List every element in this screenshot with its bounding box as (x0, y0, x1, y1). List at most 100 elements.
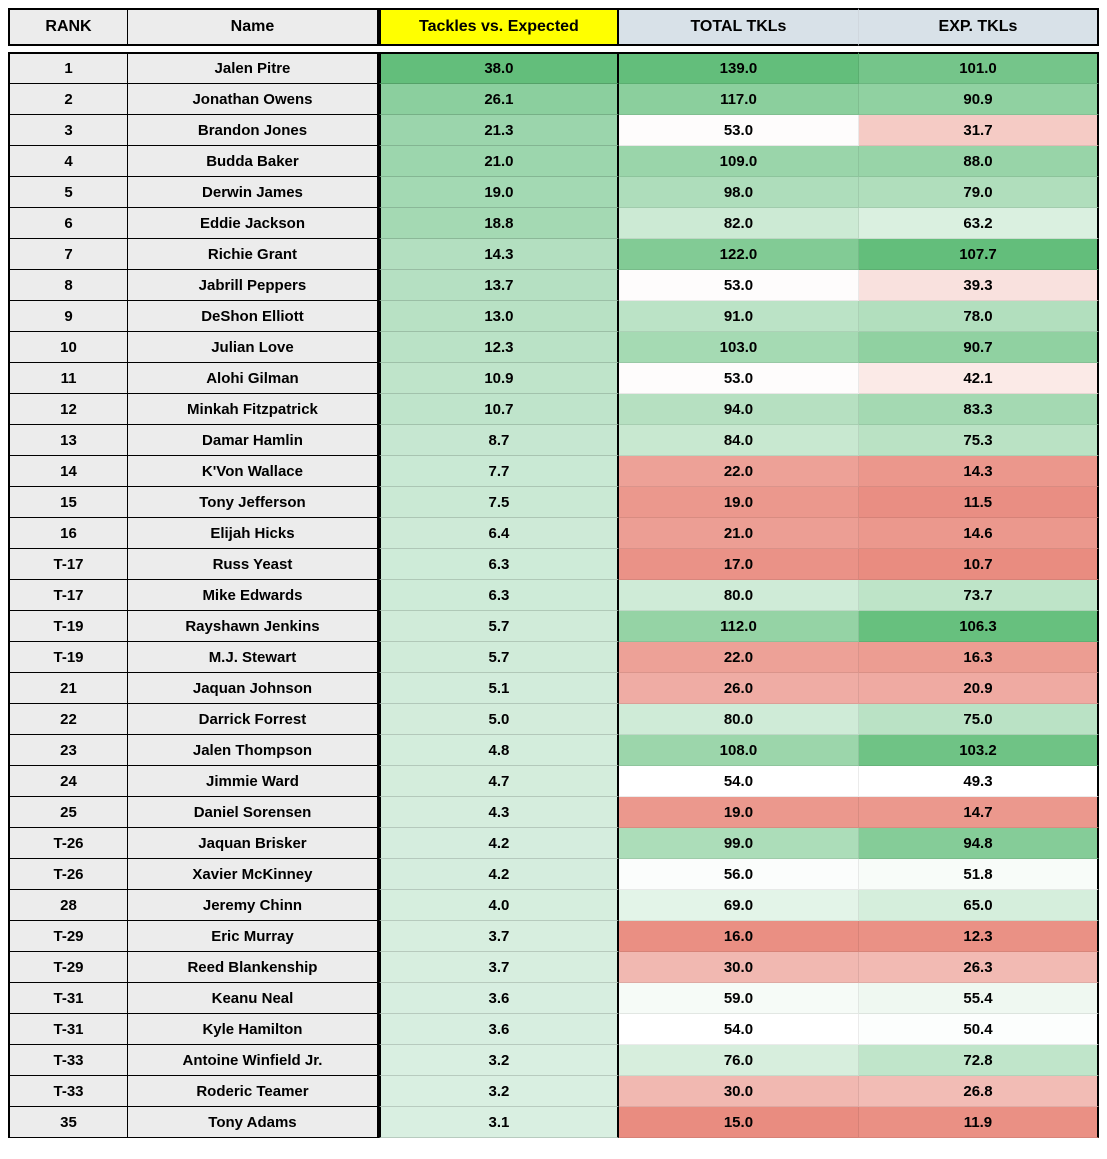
cell-rank: 1 (8, 52, 128, 84)
cell-total: 94.0 (619, 394, 859, 425)
cell-name: Budda Baker (128, 146, 379, 177)
header-exp: EXP. TKLs (859, 8, 1099, 46)
table-row: T-17Mike Edwards6.380.073.7 (8, 580, 1099, 611)
table-row: 10Julian Love12.3103.090.7 (8, 332, 1099, 363)
cell-name: Jalen Thompson (128, 735, 379, 766)
table-row: 1Jalen Pitre38.0139.0101.0 (8, 52, 1099, 84)
cell-name: Jimmie Ward (128, 766, 379, 797)
cell-rank: T-19 (8, 642, 128, 673)
cell-tve: 3.6 (379, 1014, 619, 1045)
cell-exp: 75.0 (859, 704, 1099, 735)
cell-name: Tony Adams (128, 1107, 379, 1138)
cell-total: 108.0 (619, 735, 859, 766)
cell-tve: 6.3 (379, 580, 619, 611)
tackles-table: RANK Name Tackles vs. Expected TOTAL TKL… (8, 8, 1099, 1138)
cell-exp: 73.7 (859, 580, 1099, 611)
cell-total: 59.0 (619, 983, 859, 1014)
cell-name: Damar Hamlin (128, 425, 379, 456)
cell-name: Daniel Sorensen (128, 797, 379, 828)
table-row: 2Jonathan Owens26.1117.090.9 (8, 84, 1099, 115)
cell-rank: 9 (8, 301, 128, 332)
cell-total: 19.0 (619, 487, 859, 518)
table-row: T-31Keanu Neal3.659.055.4 (8, 983, 1099, 1014)
cell-name: M.J. Stewart (128, 642, 379, 673)
cell-tve: 4.7 (379, 766, 619, 797)
cell-exp: 11.5 (859, 487, 1099, 518)
cell-name: Xavier McKinney (128, 859, 379, 890)
cell-exp: 65.0 (859, 890, 1099, 921)
cell-exp: 39.3 (859, 270, 1099, 301)
cell-name: Jaquan Brisker (128, 828, 379, 859)
table-row: 25Daniel Sorensen4.319.014.7 (8, 797, 1099, 828)
cell-name: Derwin James (128, 177, 379, 208)
header-row: RANK Name Tackles vs. Expected TOTAL TKL… (8, 8, 1099, 46)
cell-name: Darrick Forrest (128, 704, 379, 735)
cell-tve: 19.0 (379, 177, 619, 208)
cell-total: 19.0 (619, 797, 859, 828)
cell-exp: 49.3 (859, 766, 1099, 797)
table-row: 4Budda Baker21.0109.088.0 (8, 146, 1099, 177)
cell-total: 122.0 (619, 239, 859, 270)
cell-rank: 15 (8, 487, 128, 518)
cell-tve: 3.7 (379, 921, 619, 952)
cell-name: K'Von Wallace (128, 456, 379, 487)
cell-tve: 5.0 (379, 704, 619, 735)
table-row: 14K'Von Wallace7.722.014.3 (8, 456, 1099, 487)
cell-exp: 10.7 (859, 549, 1099, 580)
table-row: T-29Reed Blankenship3.730.026.3 (8, 952, 1099, 983)
cell-name: Keanu Neal (128, 983, 379, 1014)
cell-exp: 90.7 (859, 332, 1099, 363)
cell-name: Russ Yeast (128, 549, 379, 580)
cell-total: 112.0 (619, 611, 859, 642)
cell-exp: 75.3 (859, 425, 1099, 456)
cell-rank: T-26 (8, 828, 128, 859)
cell-rank: 23 (8, 735, 128, 766)
cell-exp: 78.0 (859, 301, 1099, 332)
table-row: 6Eddie Jackson18.882.063.2 (8, 208, 1099, 239)
cell-name: Mike Edwards (128, 580, 379, 611)
cell-total: 30.0 (619, 1076, 859, 1107)
cell-total: 26.0 (619, 673, 859, 704)
cell-exp: 14.7 (859, 797, 1099, 828)
cell-tve: 5.1 (379, 673, 619, 704)
cell-exp: 20.9 (859, 673, 1099, 704)
table-row: T-17Russ Yeast6.317.010.7 (8, 549, 1099, 580)
cell-tve: 38.0 (379, 52, 619, 84)
cell-exp: 83.3 (859, 394, 1099, 425)
table-row: T-33Roderic Teamer3.230.026.8 (8, 1076, 1099, 1107)
cell-exp: 88.0 (859, 146, 1099, 177)
cell-tve: 13.7 (379, 270, 619, 301)
cell-tve: 3.1 (379, 1107, 619, 1138)
cell-total: 139.0 (619, 52, 859, 84)
cell-rank: 14 (8, 456, 128, 487)
cell-name: Jalen Pitre (128, 52, 379, 84)
cell-tve: 4.2 (379, 859, 619, 890)
cell-total: 17.0 (619, 549, 859, 580)
cell-total: 69.0 (619, 890, 859, 921)
cell-exp: 31.7 (859, 115, 1099, 146)
cell-total: 54.0 (619, 766, 859, 797)
cell-tve: 3.7 (379, 952, 619, 983)
cell-name: DeShon Elliott (128, 301, 379, 332)
cell-total: 109.0 (619, 146, 859, 177)
cell-rank: 35 (8, 1107, 128, 1138)
table-row: 28Jeremy Chinn4.069.065.0 (8, 890, 1099, 921)
cell-tve: 10.9 (379, 363, 619, 394)
cell-name: Roderic Teamer (128, 1076, 379, 1107)
cell-total: 98.0 (619, 177, 859, 208)
cell-name: Reed Blankenship (128, 952, 379, 983)
cell-exp: 26.8 (859, 1076, 1099, 1107)
cell-name: Richie Grant (128, 239, 379, 270)
cell-total: 80.0 (619, 704, 859, 735)
cell-tve: 3.2 (379, 1076, 619, 1107)
cell-total: 21.0 (619, 518, 859, 549)
cell-total: 103.0 (619, 332, 859, 363)
cell-name: Minkah Fitzpatrick (128, 394, 379, 425)
cell-tve: 18.8 (379, 208, 619, 239)
cell-rank: 16 (8, 518, 128, 549)
cell-rank: 11 (8, 363, 128, 394)
cell-exp: 11.9 (859, 1107, 1099, 1138)
table-row: 11Alohi Gilman10.953.042.1 (8, 363, 1099, 394)
cell-total: 84.0 (619, 425, 859, 456)
cell-exp: 42.1 (859, 363, 1099, 394)
